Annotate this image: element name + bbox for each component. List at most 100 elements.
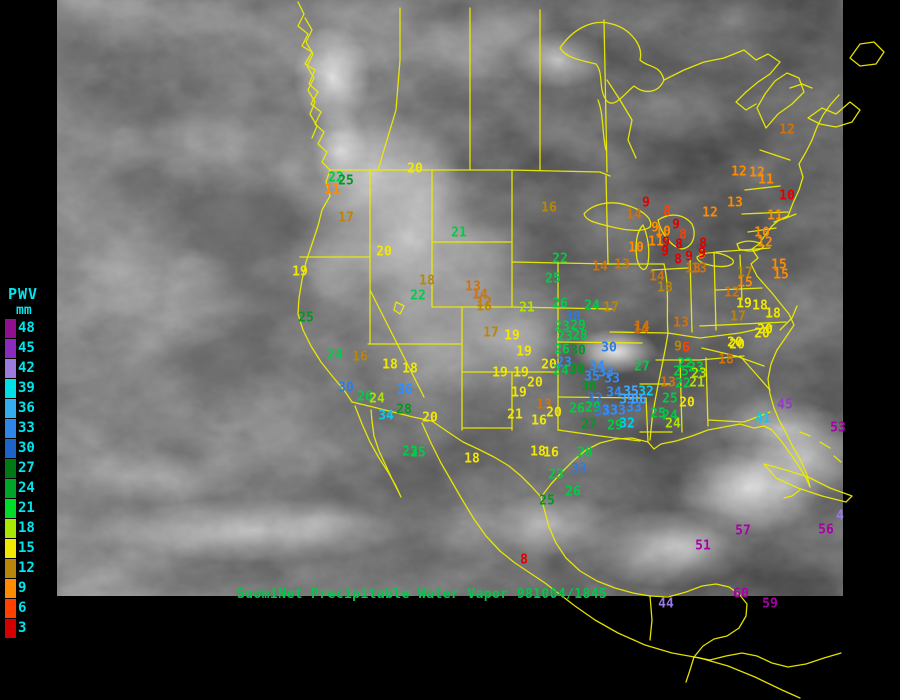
- legend-value-label: 27: [18, 460, 35, 476]
- station-pwv-value: 20: [729, 337, 745, 353]
- station-pwv-value: 56: [818, 522, 834, 538]
- station-pwv-value: 11: [648, 234, 664, 250]
- legend-value-label: 30: [18, 440, 35, 456]
- station-pwv-value: 8: [663, 204, 671, 220]
- station-pwv-value: 41: [755, 411, 771, 427]
- station-pwv-value: 33: [571, 461, 587, 477]
- legend-swatch: [5, 499, 16, 518]
- station-pwv-value: 14: [592, 259, 608, 275]
- legend-swatch: [5, 379, 16, 398]
- station-pwv-value: 19: [292, 264, 308, 280]
- station-pwv-value: 20: [422, 410, 438, 426]
- station-pwv-value: 30: [581, 379, 597, 395]
- legend-swatch: [5, 559, 16, 578]
- station-pwv-value: 23: [554, 319, 570, 335]
- station-pwv-value: 13: [660, 375, 676, 391]
- station-pwv-value: 21: [451, 225, 467, 241]
- station-pwv-value: 17: [483, 325, 499, 341]
- station-pwv-value: 27: [581, 417, 597, 433]
- station-pwv-value: 24: [327, 347, 343, 363]
- legend-swatch: [5, 479, 16, 498]
- station-pwv-value: 11: [767, 208, 783, 224]
- station-pwv-value: 16: [476, 299, 492, 315]
- legend-value-label: 33: [18, 420, 35, 436]
- station-pwv-value: 26: [565, 484, 581, 500]
- station-pwv-value: 14: [634, 319, 650, 335]
- station-pwv-value: 44: [658, 596, 674, 612]
- station-pwv-value: 27: [634, 359, 650, 375]
- station-pwv-value: 17: [603, 300, 619, 316]
- station-pwv-value: 13: [614, 257, 630, 273]
- station-pwv-value: 12: [724, 285, 740, 301]
- station-pwv-value: 24: [369, 391, 385, 407]
- station-pwv-value: 9: [661, 244, 669, 260]
- station-pwv-value: 39: [619, 392, 635, 408]
- legend-swatch: [5, 339, 16, 358]
- legend-entry: 42: [5, 358, 38, 378]
- station-pwv-value: 20: [407, 161, 423, 177]
- station-pwv-value: 30: [565, 309, 581, 325]
- legend-entry: 45: [5, 338, 38, 358]
- legend-value-label: 6: [18, 600, 27, 616]
- station-pwv-value: 16: [541, 200, 557, 216]
- legend-entry: 9: [5, 578, 38, 598]
- station-pwv-value: 24: [553, 363, 569, 379]
- legend-value-label: 48: [18, 320, 35, 336]
- station-pwv-value: 10: [754, 225, 770, 241]
- legend-entry: 12: [5, 558, 38, 578]
- station-pwv-value: 30: [601, 340, 617, 356]
- station-pwv-value: 12: [731, 164, 747, 180]
- legend-swatch: [5, 359, 16, 378]
- station-pwv-value: 19: [736, 296, 752, 312]
- station-pwv-value: 26: [552, 296, 568, 312]
- station-pwv-value: 32: [638, 384, 654, 400]
- station-pwv-value: 18: [402, 361, 418, 377]
- station-pwv-value: 22: [677, 356, 693, 372]
- station-pwv-value: 15: [773, 267, 789, 283]
- station-pwv-value: 60: [733, 586, 749, 602]
- station-pwv-value: 11: [324, 182, 340, 198]
- station-pwv-value: 20: [527, 375, 543, 391]
- station-pwv-value: 9: [662, 235, 670, 251]
- station-pwv-value: 4: [836, 508, 844, 524]
- legend-value-label: 24: [18, 480, 35, 496]
- station-pwv-value: 6: [682, 340, 690, 356]
- station-pwv-value: 19: [504, 328, 520, 344]
- station-pwv-value: 25: [545, 271, 561, 287]
- station-pwv-value: 12: [779, 122, 795, 138]
- station-pwv-value: 26: [554, 342, 570, 358]
- station-pwv-value: 9: [685, 249, 693, 265]
- station-pwv-value: 11: [758, 172, 774, 188]
- station-pwv-value: 25: [650, 406, 666, 422]
- legend-entry: 21: [5, 498, 38, 518]
- legend-entry: 33: [5, 418, 38, 438]
- station-pwv-value: 12: [749, 165, 765, 181]
- station-pwv-value: 9: [698, 246, 706, 262]
- legend-value-label: 45: [18, 340, 35, 356]
- station-pwv-value: 25: [662, 391, 678, 407]
- station-pwv-value: 36: [631, 392, 647, 408]
- legend-swatch: [5, 539, 16, 558]
- station-pwv-value: 12: [476, 295, 492, 311]
- station-pwv-value: 25: [539, 493, 555, 509]
- station-pwv-value: 8: [674, 252, 682, 268]
- station-pwv-value: 35: [623, 384, 639, 400]
- station-pwv-value: 51: [695, 538, 711, 554]
- station-pwv-value: 26: [357, 389, 373, 405]
- station-pwv-value: 21: [519, 300, 535, 316]
- station-pwv-value: 32: [587, 391, 603, 407]
- legend-title: PWV: [8, 285, 39, 303]
- station-pwv-value: 19: [513, 365, 529, 381]
- station-pwv-value: 9: [674, 339, 682, 355]
- station-pwv-value: 9: [698, 247, 706, 263]
- legend-value-label: 9: [18, 580, 27, 596]
- station-pwv-value: 35: [584, 369, 600, 385]
- station-pwv-value: 28: [572, 328, 588, 344]
- station-pwv-value: 17: [737, 265, 753, 281]
- station-pwv-value: 19: [516, 344, 532, 360]
- station-pwv-value: 13: [727, 195, 743, 211]
- legend-swatch: [5, 439, 16, 458]
- station-pwv-value: 20: [679, 395, 695, 411]
- station-pwv-value: 24: [662, 408, 678, 424]
